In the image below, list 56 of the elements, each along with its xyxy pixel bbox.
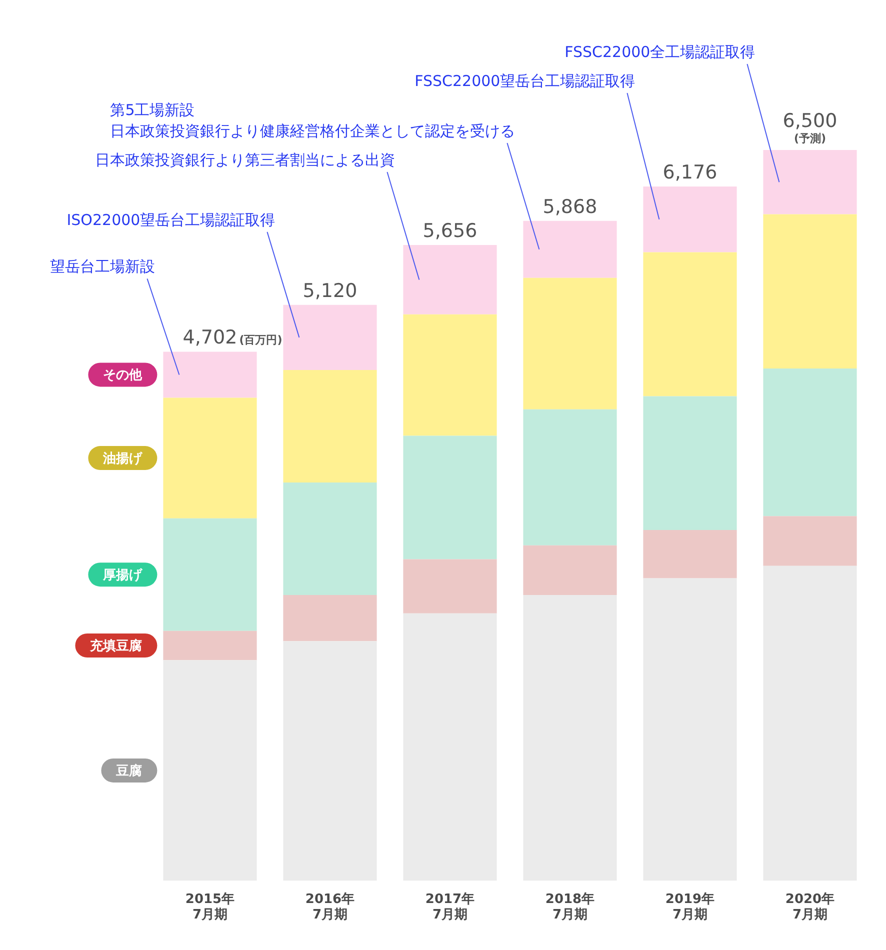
bar (163, 630, 257, 660)
bar (523, 409, 617, 546)
bar (643, 186, 737, 252)
bar (763, 150, 857, 214)
bar (763, 214, 857, 369)
bar (283, 370, 377, 483)
bar (763, 566, 857, 881)
x-tick-label: 2020年 7月期 (785, 892, 835, 923)
bar (403, 314, 497, 436)
x-tick-label: 2016年 7月期 (305, 892, 355, 923)
bar (643, 530, 737, 578)
bar (163, 518, 257, 631)
x-tick-label: 2017年 7月期 (425, 892, 475, 923)
bar (283, 304, 377, 370)
annotation: 5,868 (542, 196, 598, 218)
bar (523, 220, 617, 278)
bar (403, 613, 497, 881)
annotation: 5,120 (302, 280, 358, 302)
bar (643, 252, 737, 396)
bar (283, 595, 377, 642)
annotation: (予測) (794, 132, 826, 145)
annotation: 望岳台工場新設 (50, 258, 156, 276)
bar (163, 398, 257, 518)
text: 第5工場新設 (110, 101, 195, 120)
annotation: ISO22000望岳台工場認証取得 (66, 210, 276, 229)
bar (643, 396, 737, 530)
series-label: その他 (103, 368, 144, 384)
bar (403, 245, 497, 314)
x-tick-label: 2018年 7月期 (545, 892, 595, 923)
bar (163, 660, 257, 881)
series-label: 充填豆腐 (89, 638, 142, 654)
series-label: 豆腐 (115, 762, 142, 779)
series-label: 油揚げ (102, 451, 144, 466)
bar (763, 516, 857, 566)
x-tick-label: 2015年 7月期 (185, 892, 235, 923)
bar (523, 595, 617, 881)
x-tick-label: 2019年 7月期 (665, 892, 715, 923)
bar (523, 545, 617, 596)
bar (163, 352, 257, 398)
bar (283, 482, 377, 596)
text: FSSC22000全工場認証取得 (564, 43, 756, 62)
annotation: 5,656 (422, 220, 478, 242)
bar (283, 641, 377, 881)
bar (403, 436, 497, 560)
y-axis-title: (百万円) (239, 334, 282, 347)
bar (643, 578, 737, 881)
annotation: 日本政策投資銀行より第三者割当による出資 (95, 151, 396, 170)
annotation: 6,176 (662, 162, 718, 184)
text: FSSC22000望岳台工場認証取得 (414, 72, 636, 90)
series-label: 厚揚げ (102, 568, 144, 583)
bar (523, 278, 617, 410)
text: 日本政策投資銀行より健康経営格付企業として認定を受ける (110, 122, 516, 140)
annotation: 6,500 (782, 110, 838, 132)
annotation: 4,702 (182, 326, 238, 349)
bar (763, 368, 857, 516)
bar (403, 559, 497, 614)
